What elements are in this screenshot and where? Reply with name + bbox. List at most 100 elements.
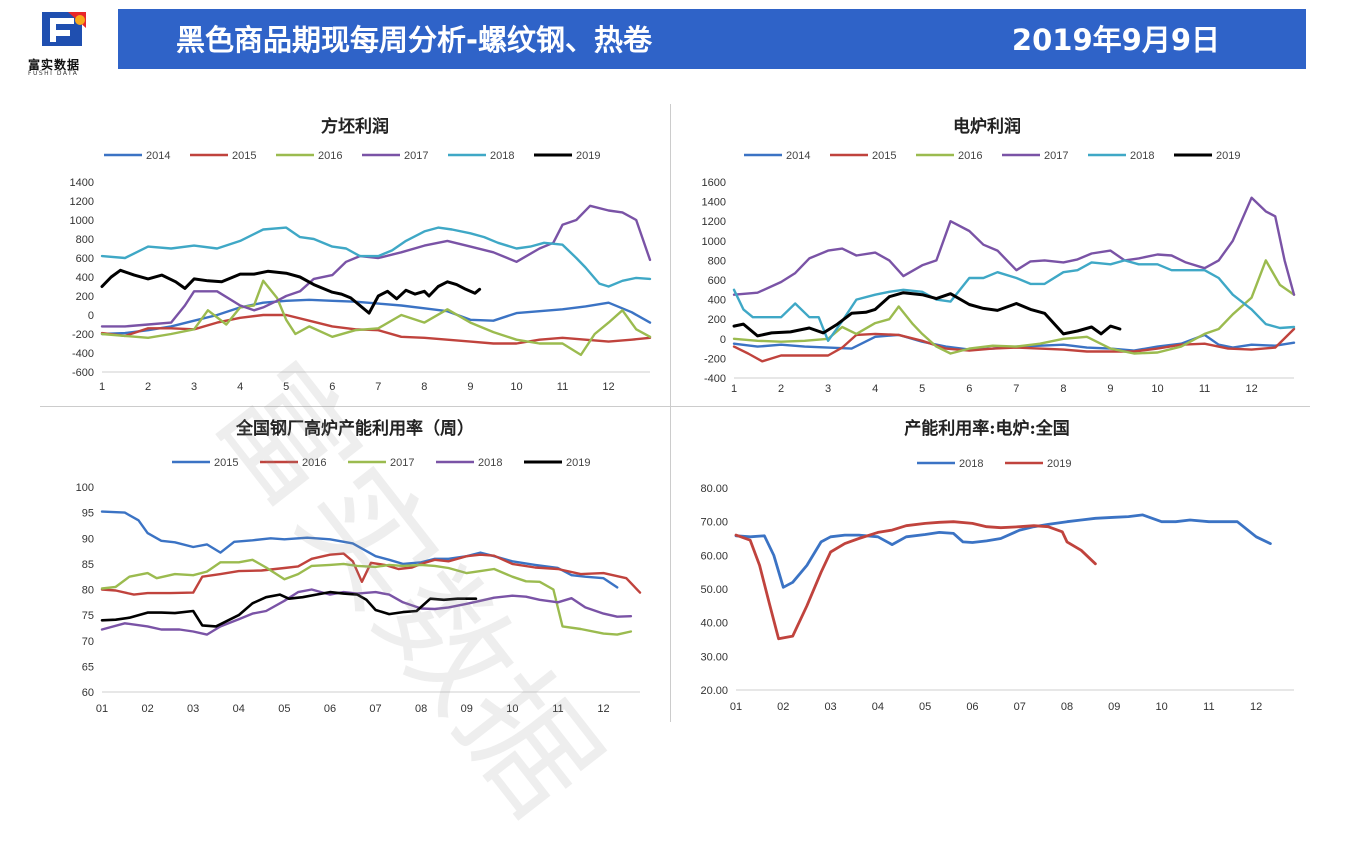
legend-label: 2016 [958,150,982,162]
legend-label: 2015 [232,150,256,162]
x-tick-label: 05 [278,703,290,715]
y-tick-label: 95 [82,508,94,520]
series-line-2017 [100,558,633,636]
legend-label: 2014 [786,150,810,162]
legend-item-2016: 2016 [260,457,326,469]
page-date: 2019年9月9日 [1011,23,1220,57]
y-tick-label: 1400 [70,177,94,189]
x-tick-label: 10 [1155,701,1167,713]
x-tick-label: 10 [1151,383,1163,395]
x-tick-label: 08 [1061,701,1073,713]
x-tick-label: 12 [602,381,614,393]
legend-label: 2018 [959,458,983,470]
x-tick-label: 5 [919,383,925,395]
legend-item-2017: 2017 [362,150,428,162]
blast-furnace-utilization-chart: 全国钢厂高炉产能利用率（周） 2015 2016 2017 2018 2019 100 95 9… [40,410,670,720]
x-tick-label: 07 [369,703,381,715]
chart-svg: 产能利用率:电炉:全国 2018 2019 80.00 70.00 60.00 50.00 4… [700,418,1294,713]
x-tick-label: 2 [145,381,151,393]
x-tick-label: 02 [777,701,789,713]
x-tick-label: 09 [461,703,473,715]
x-tick-label: 01 [96,703,108,715]
series-line-2015 [732,327,1296,363]
x-tick-label: 04 [233,703,245,715]
legend-item-2014: 2014 [104,150,170,162]
y-tick-label: 800 [76,234,94,246]
legend-label: 2015 [872,150,896,162]
y-tick-label: -400 [704,373,726,385]
series-line-2016 [732,259,1296,355]
legend-label: 2017 [1044,150,1068,162]
x-tick-label: 11 [1203,701,1214,713]
legend-item-2016: 2016 [916,150,982,162]
y-tick-label: 1200 [70,196,94,208]
legend-item-2014: 2014 [744,150,810,162]
x-tick-label: 9 [1107,383,1113,395]
logo-subtitle: FUSHI DATA [28,70,79,77]
x-tick-label: 03 [187,703,199,715]
y-tick-label: 1000 [702,236,726,248]
legend-item-2019: 2019 [524,457,590,469]
legend-label: 2017 [404,150,428,162]
y-tick-label: -200 [72,329,94,341]
x-tick-label: 01 [730,701,742,713]
y-tick-label: 60 [82,687,94,699]
chart-svg: 全国钢厂高炉产能利用率（周） 2015 2016 2017 2018 2019 100 95 9… [76,418,642,715]
y-tick-label: -600 [72,367,94,379]
series-line-2019 [732,291,1122,338]
x-tick-label: 6 [329,381,335,393]
x-tick-label: 11 [557,381,568,393]
x-tick-label: 06 [966,701,978,713]
y-tick-label: 60.00 [700,550,728,562]
y-tick-label: 70 [82,636,94,648]
legend-label: 2019 [576,150,600,162]
legend-label: 2018 [1130,150,1154,162]
x-tick-label: 03 [824,701,836,713]
y-tick-label: 65 [82,661,94,673]
x-tick-label: 11 [1199,383,1210,395]
horizontal-divider [40,406,1310,407]
x-tick-label: 1 [99,381,105,393]
series-line-2018 [732,259,1296,342]
legend-label: 2018 [490,150,514,162]
y-tick-label: 600 [708,275,726,287]
y-tick-label: 200 [708,314,726,326]
y-tick-label: 1400 [702,197,726,209]
series-line-2014 [100,298,652,336]
eaf-utilization-chart: 产能利用率:电炉:全国 2018 2019 80.00 70.00 60.00 50.00 4… [672,410,1302,720]
legend-item-2018: 2018 [436,457,502,469]
chart-title: 全国钢厂高炉产能利用率（周） [235,418,474,439]
series-line-2017 [732,196,1296,296]
y-tick-label: 75 [82,610,94,622]
legend-item-2019: 2019 [1174,150,1240,162]
legend-item-2015: 2015 [190,150,256,162]
series-line-2019 [100,268,482,315]
y-tick-label: 80 [82,585,94,597]
series-line-2016 [100,552,642,596]
billet-profit-chart: 方坯利润 2014 2015 2016 2017 2018 2019 1400 1200 1000… [40,108,670,398]
y-tick-label: 70.00 [700,517,728,529]
legend-label: 2014 [146,150,170,162]
x-tick-label: 7 [1013,383,1019,395]
legend-item-2018: 2018 [448,150,514,162]
y-tick-label: 200 [76,291,94,303]
x-tick-label: 05 [919,701,931,713]
fushi-logo: 富实数据 FUSHI DATA [12,8,114,77]
x-tick-label: 9 [467,381,473,393]
y-tick-label: 30.00 [700,651,728,663]
y-tick-label: 1000 [70,215,94,227]
x-tick-label: 11 [552,703,563,715]
legend-label: 2016 [302,457,326,469]
y-tick-label: 40.00 [700,618,728,630]
y-tick-label: 400 [708,295,726,307]
legend-item-2019: 2019 [534,150,600,162]
series-line-2018 [100,226,652,288]
logo-mark-icon [42,12,86,46]
y-tick-label: 600 [76,253,94,265]
chart-title: 电炉利润 [953,116,1021,137]
legend-item-2016: 2016 [276,150,342,162]
x-tick-label: 7 [375,381,381,393]
y-tick-label: 50.00 [700,584,728,596]
y-tick-label: 0 [88,310,94,322]
